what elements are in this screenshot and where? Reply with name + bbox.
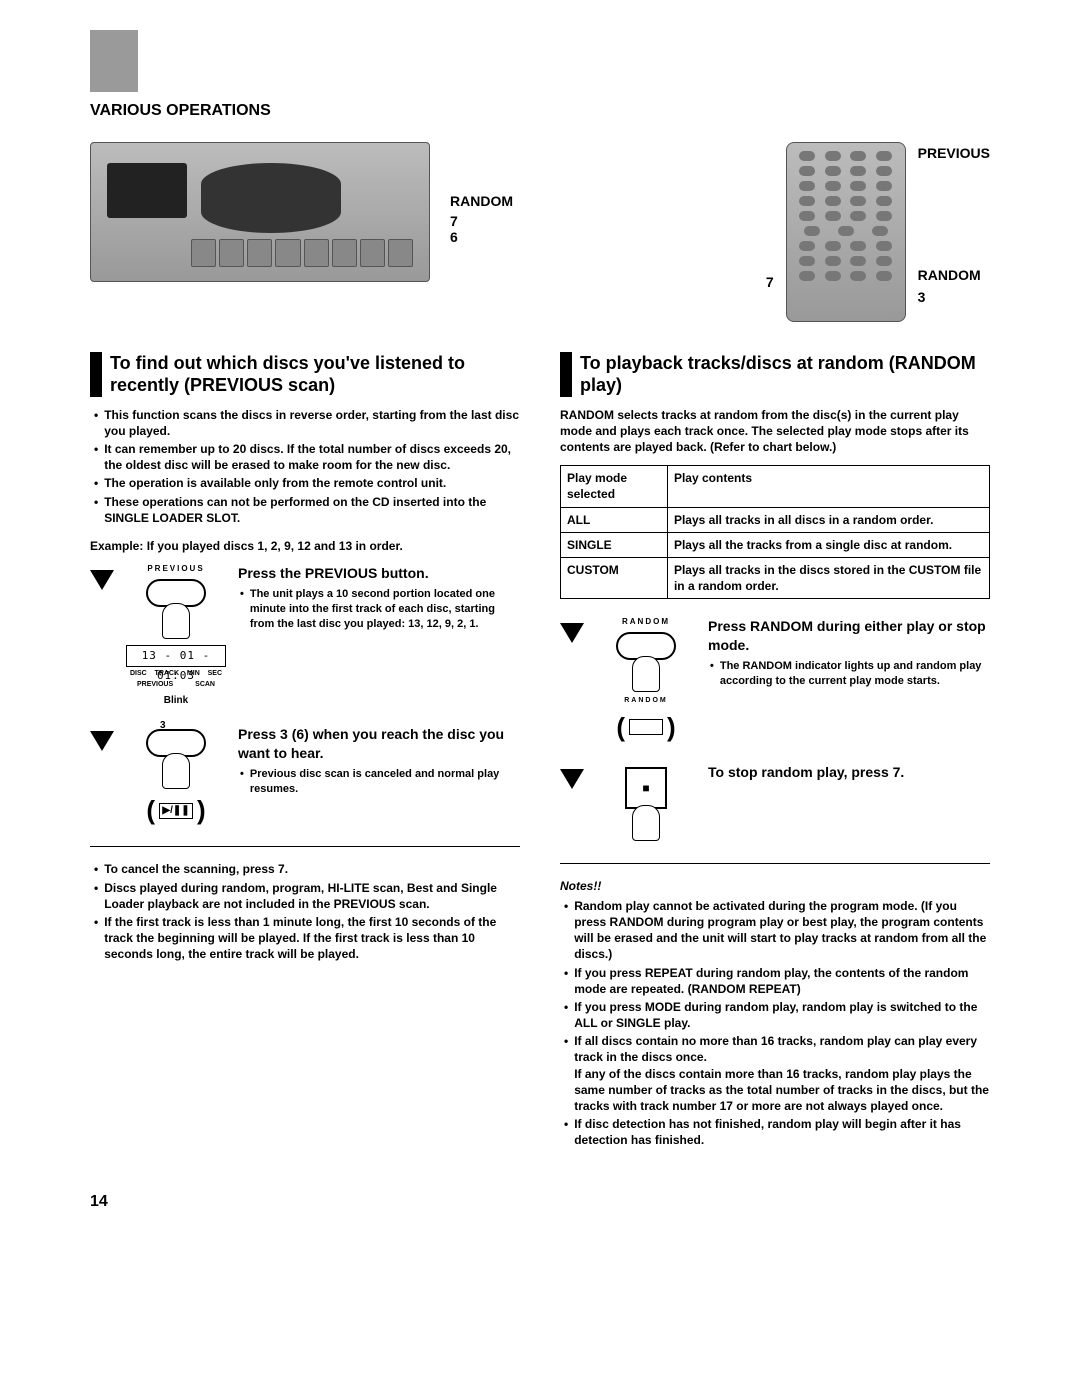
play-mode-table: Play mode selectedPlay contents ALLPlays… [560, 465, 990, 599]
indicator-icon: () [596, 710, 696, 745]
player-label-6: 6 [450, 228, 458, 247]
remote-label-random: RANDOM [918, 264, 990, 286]
left-footer-notes: To cancel the scanning, press 7. Discs p… [90, 861, 520, 962]
right-step-2: ■ To stop random play, press 7. [560, 763, 990, 845]
finger-icon [162, 753, 190, 789]
left-heading: To find out which discs you've listened … [90, 352, 520, 397]
triangle-marker [560, 623, 584, 643]
cd-player-illustration [90, 142, 430, 282]
right-heading: To playback tracks/discs at random (RAND… [560, 352, 990, 397]
right-step-1: RANDOM RANDOM () Press RANDOM during eit… [560, 617, 990, 744]
alt-button-icon: (▶/❚❚) [126, 793, 226, 828]
left-column: To find out which discs you've listened … [90, 352, 520, 1161]
stop-button-icon: ■ [625, 767, 667, 809]
page-number: 14 [90, 1191, 990, 1213]
remote-label-previous: PREVIOUS [918, 142, 990, 164]
right-column: To playback tracks/discs at random (RAND… [560, 352, 990, 1161]
remote-label-7: 7 [766, 273, 774, 292]
right-intro: RANDOM selects tracks at random from the… [560, 407, 990, 456]
left-step-1: PREVIOUS 13 - 01 - 01:03 DISCTRACKMINSEC… [90, 564, 520, 707]
notes-heading: Notes!! [560, 878, 990, 894]
remote-label-3: 3 [918, 286, 990, 308]
finger-icon [162, 603, 190, 639]
finger-icon [632, 805, 660, 841]
player-label-random: RANDOM [450, 192, 513, 211]
section-title: VARIOUS OPERATIONS [90, 100, 990, 122]
triangle-marker [560, 769, 584, 789]
display-readout: 13 - 01 - 01:03 [126, 645, 226, 667]
page-tab [90, 30, 138, 92]
remote-illustration: 7 PREVIOUS RANDOM 3 [766, 142, 990, 322]
right-notes: Random play cannot be activated during t… [560, 898, 990, 1149]
left-bullets: This function scans the discs in reverse… [90, 407, 520, 526]
left-example: Example: If you played discs 1, 2, 9, 12… [90, 538, 520, 554]
left-step-2: 3 (▶/❚❚) Press 3 (6) when you reach the … [90, 725, 520, 828]
device-diagrams: RANDOM 7 6 7 PREVIOUS RANDOM 3 [90, 142, 990, 322]
triangle-marker [90, 570, 114, 590]
triangle-marker [90, 731, 114, 751]
finger-icon [632, 656, 660, 692]
